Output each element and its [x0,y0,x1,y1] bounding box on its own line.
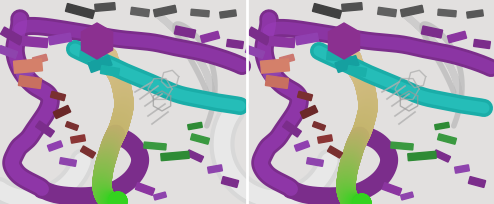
Bar [121,173,135,185]
Bar [247,0,494,204]
Bar [60,158,77,166]
Bar [335,55,359,72]
Bar [154,5,176,17]
Bar [312,3,341,19]
Bar [265,75,288,89]
Bar [50,91,66,101]
Bar [0,27,24,45]
Bar [22,37,48,48]
Bar [71,135,85,143]
Bar [435,122,450,130]
Bar [448,31,467,43]
Bar [391,142,413,150]
Bar [347,65,367,76]
Bar [53,105,71,119]
Bar [221,176,239,187]
Bar [80,51,100,61]
Bar [269,37,295,48]
Bar [328,146,342,158]
Bar [130,7,149,17]
Bar [467,10,483,18]
Bar [408,151,436,161]
Bar [191,9,209,17]
Bar [65,3,94,19]
Polygon shape [329,23,360,59]
Bar [454,165,469,173]
Bar [294,141,310,151]
Bar [0,0,247,204]
Bar [227,39,244,49]
Bar [342,3,362,11]
Bar [144,142,166,150]
Bar [438,9,456,17]
Bar [318,135,332,143]
Bar [280,54,294,64]
Bar [13,59,42,73]
Bar [16,68,34,80]
Bar [47,141,63,151]
Bar [438,134,456,144]
Bar [283,121,301,137]
Bar [33,54,47,64]
Bar [401,5,423,17]
Bar [161,151,189,161]
Bar [421,26,443,38]
Bar [300,105,318,119]
Bar [48,33,72,45]
Bar [263,68,281,80]
Bar [368,173,382,185]
Polygon shape [82,23,113,59]
Bar [201,31,220,43]
Bar [135,183,155,195]
Bar [327,51,347,61]
Bar [66,122,79,130]
Bar [81,146,95,158]
Bar [95,3,115,11]
Bar [295,33,319,45]
Bar [191,134,209,144]
Bar [468,176,486,187]
Bar [188,122,203,130]
Bar [174,26,196,38]
Bar [377,7,396,17]
Bar [313,122,326,130]
Bar [433,150,451,162]
Bar [474,39,491,49]
Bar [186,150,204,162]
Bar [207,165,222,173]
Bar [246,46,265,58]
Bar [100,65,120,76]
Bar [88,55,112,72]
Bar [247,27,271,45]
Bar [0,46,18,58]
Bar [36,121,54,137]
Bar [297,91,313,101]
Bar [154,192,166,200]
Bar [382,183,402,195]
Bar [307,158,324,166]
Bar [18,75,41,89]
Bar [260,59,289,73]
Bar [401,192,413,200]
Bar [220,10,236,18]
